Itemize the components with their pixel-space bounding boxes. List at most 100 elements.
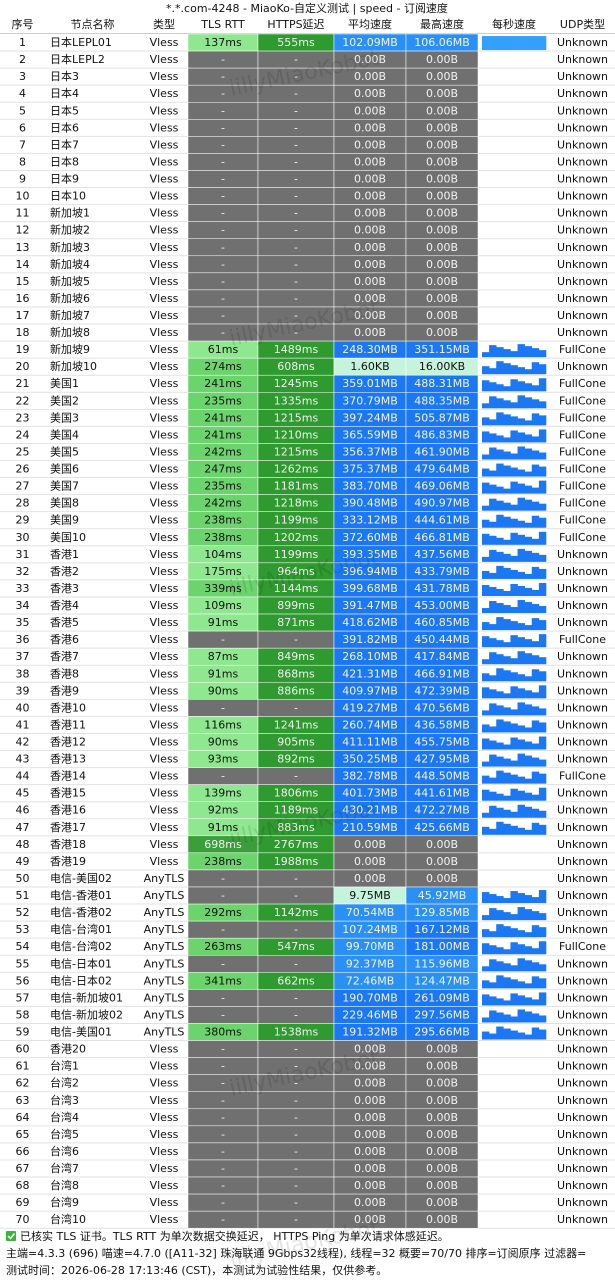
table-cell: 电信-美国02 [50,872,112,885]
column-header: HTTPS延迟 [267,18,324,31]
table-cell: Vless [150,1179,179,1192]
sparkline-bar [510,416,518,426]
sparkline-bar [496,640,504,648]
sparkline-bar [517,36,525,51]
table-cell: FullCone [559,514,606,527]
table-cell: FullCone [559,411,606,424]
table-cell: Vless [150,53,179,66]
table-cell: 401.73MB [342,787,398,800]
table-cell: 235ms [204,480,242,493]
sparkline-bar [489,791,497,801]
sparkline-bar [482,622,490,631]
sparkline-bar [538,787,547,801]
table-cell: Vless [150,531,179,544]
table-cell: Unknown [557,309,608,322]
table-cell: 0.00B [354,1145,386,1158]
table-cell: 297.56MB [414,1008,470,1021]
table-cell: 90ms [208,735,239,748]
sparkline-bar [510,518,518,528]
sparkline-bar [531,436,540,443]
table-cell: 日本10 [50,189,86,203]
sparkline-bar [538,657,547,665]
table-cell: Vless [150,445,179,458]
sparkline-bar [482,826,490,835]
sparkline-bar [531,552,540,562]
sparkline-bar [517,725,525,733]
table-cell: 107.24MB [342,923,398,936]
sparkline-bar [510,737,518,750]
table-cell: FullCone [559,445,606,458]
sparkline-bar [524,1011,533,1023]
sparkline-bar [517,907,525,921]
table-cell: Vless [150,497,179,510]
speed-sparkline [482,497,547,511]
sparkline-bar [482,403,490,409]
table-cell: Vless [150,292,179,305]
sparkline-bar [538,480,547,494]
sparkline-bar [496,361,504,375]
sparkline-bar [524,653,533,665]
table-cell: - [221,1111,225,1124]
table-cell: 488.31MB [414,377,470,390]
table-cell: 292ms [204,906,242,919]
sparkline-bar [496,821,504,835]
sparkline-bar [510,430,518,443]
table-cell: 210.59MB [342,821,398,834]
table-cell: 新加坡10 [50,359,97,373]
table-cell: 430.21MB [342,804,398,817]
table-cell: 0.00B [354,1077,386,1090]
table-cell: Vless [150,480,179,493]
sparkline-bar [517,981,525,989]
table-cell: Vless [150,667,179,680]
sparkline-bar [531,897,540,904]
table-cell: 235ms [204,394,242,407]
sparkline-bar [517,571,525,579]
sparkline-bar [482,454,490,460]
table-cell: Unknown [557,701,608,714]
sparkline-bar [503,437,511,443]
table-cell: - [294,1145,298,1158]
sparkline-bar [503,707,511,716]
sparkline-bar [538,736,547,750]
table-cell: Vless [150,360,179,373]
sparkline-bar [489,754,497,767]
table-cell: Vless [150,1060,179,1073]
sparkline-bar [531,348,540,358]
table-cell: 469.06MB [414,480,470,493]
footer-line: 测试时间：2026-06-28 17:13:46 (CST)，本测试为试验性结果… [6,1263,387,1277]
table-cell: AnyTLS [144,889,185,902]
sparkline-bar [531,604,540,614]
table-cell: 461.90MB [414,445,470,458]
table-cell: 20 [16,360,30,373]
table-cell: 12 [16,224,30,237]
table-cell: Unknown [557,974,608,987]
table-cell: - [294,1077,298,1090]
table-cell: - [221,957,225,970]
table-cell: 69 [16,1196,30,1209]
table-cell: Unknown [557,360,608,373]
table-cell: 238ms [204,514,242,527]
sparkline-bar [524,536,533,545]
table-cell: 9.75MB [349,889,391,902]
table-cell: FullCone [559,770,606,783]
table-cell: 3 [19,70,26,83]
table-cell: - [294,633,298,646]
table-cell: 0.00B [354,292,386,305]
table-cell: 1202ms [274,531,319,544]
sparkline-bar [489,484,497,494]
table-cell: 新加坡3 [50,240,90,254]
sparkline-bar [524,550,533,562]
table-cell: FullCone [559,428,606,441]
sparkline-bar [531,1013,540,1023]
sparkline-bar [538,364,547,375]
sparkline-bar [496,449,504,460]
sparkline-bar [510,532,518,545]
sparkline-bar [496,398,504,409]
table-cell: Unknown [557,326,608,339]
sparkline-bar [496,463,504,477]
sparkline-bar [489,470,497,477]
table-cell: 466.91MB [414,667,470,680]
table-cell: 台湾10 [50,1212,86,1226]
sparkline-bar [517,585,525,596]
table-cell: - [221,1060,225,1073]
